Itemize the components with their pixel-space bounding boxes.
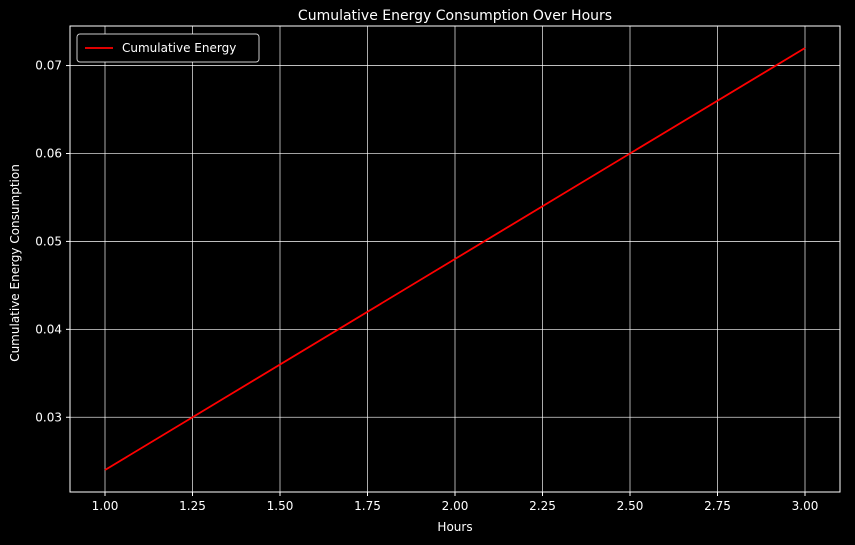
x-axis-label: Hours [437, 520, 472, 534]
y-axis-ticks: 0.03 0.04 0.05 0.06 0.07 [35, 59, 70, 424]
y-tick-label: 0.07 [35, 59, 62, 73]
x-tick-label: 1.25 [179, 499, 206, 513]
x-tick-label: 1.75 [354, 499, 381, 513]
x-tick-label: 2.00 [442, 499, 469, 513]
legend-entry-label: Cumulative Energy [122, 41, 236, 55]
x-tick-label: 2.50 [617, 499, 644, 513]
series-layer [104, 47, 806, 471]
series-line-cumulative-energy [104, 47, 806, 471]
grid [70, 26, 840, 492]
y-tick-label: 0.04 [35, 322, 62, 336]
x-axis-ticks: 1.00 1.25 1.50 1.75 2.00 2.25 2.50 2.75 3.00 [92, 492, 819, 513]
legend: Cumulative Energy [76, 33, 260, 63]
x-tick-label: 1.00 [92, 499, 119, 513]
y-tick-label: 0.06 [35, 146, 62, 160]
x-tick-label: 3.00 [792, 499, 819, 513]
x-tick-label: 2.25 [529, 499, 556, 513]
y-tick-label: 0.05 [35, 234, 62, 248]
x-tick-label: 2.75 [704, 499, 731, 513]
y-tick-label: 0.03 [35, 410, 62, 424]
x-tick-label: 1.50 [267, 499, 294, 513]
legend-box [76, 33, 260, 63]
y-axis-label: Cumulative Energy Consumption [8, 164, 22, 362]
chart-title: Cumulative Energy Consumption Over Hours [298, 8, 612, 24]
